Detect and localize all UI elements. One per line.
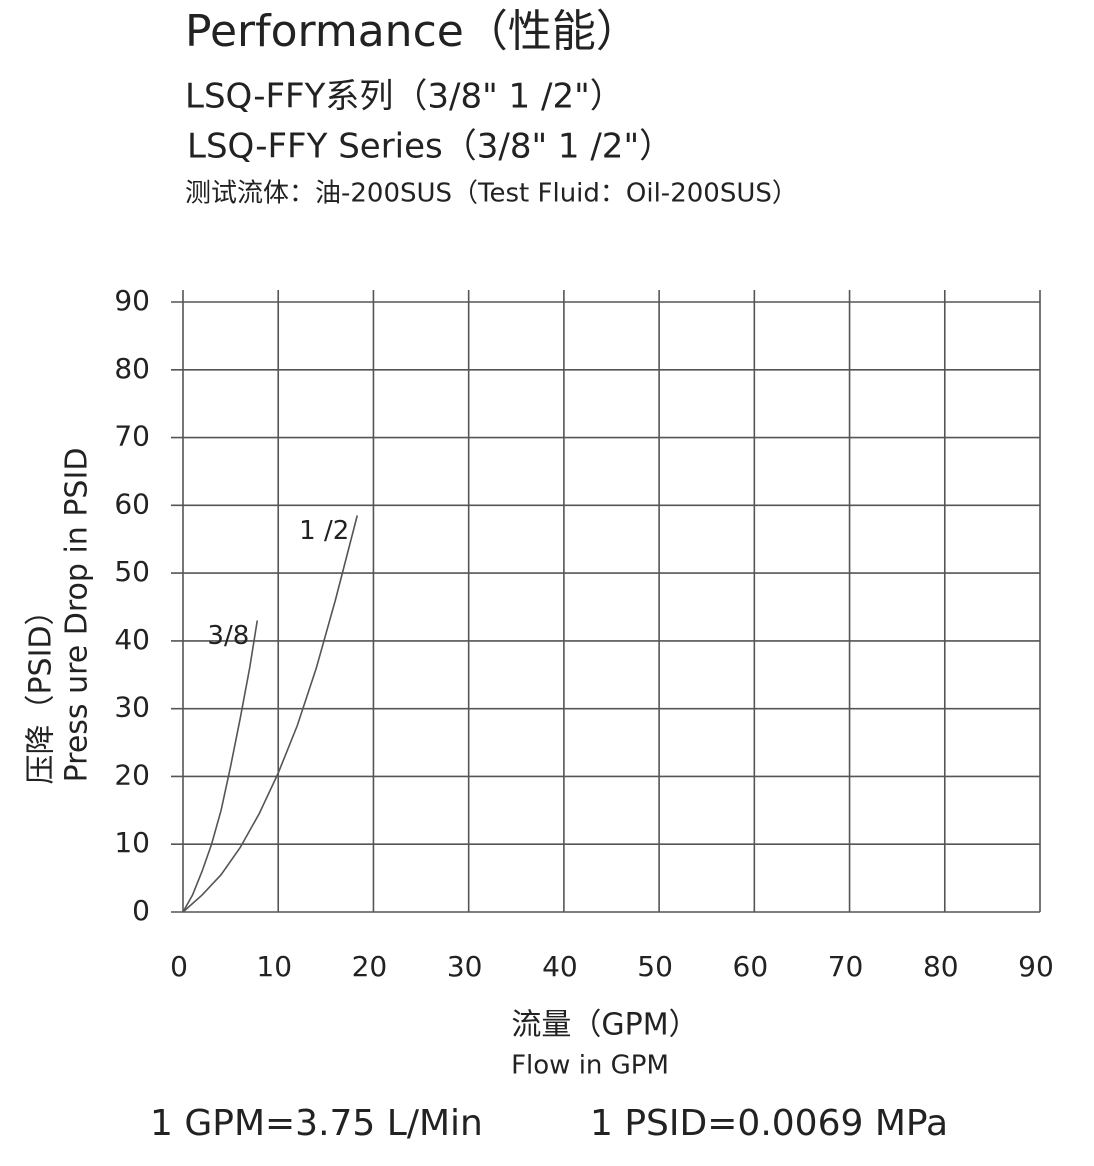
x-tick-label: 50 (637, 950, 673, 983)
x-tick-label: 90 (1018, 950, 1054, 983)
subtitle: LSQ-FFY系列（3/8" 1 /2"） (185, 77, 624, 117)
y-tick-label: 0 (132, 894, 150, 927)
series-line (182, 515, 359, 913)
note: 1 PSID=0.0069 MPa (590, 1103, 948, 1144)
y-tick-label: 90 (114, 284, 150, 317)
x-tick-label: 80 (923, 950, 959, 983)
y-axis-label: Press ure Drop in PSID (60, 448, 95, 783)
y-tick-label: 20 (114, 758, 150, 791)
y-tick-label: 50 (114, 555, 150, 588)
series-line (182, 620, 259, 913)
y-tick-label: 10 (114, 826, 150, 859)
subtitle: 测试流体：油-200SUS（Test Fluid：Oil-200SUS） (185, 179, 798, 209)
subtitle: LSQ-FFY Series（3/8" 1 /2"） (187, 127, 673, 167)
series-label: 1 /2 (299, 516, 349, 546)
x-tick-label: 10 (256, 950, 292, 983)
x-tick-label: 60 (733, 950, 769, 983)
y-tick-label: 30 (114, 691, 150, 724)
y-tick-label: 80 (114, 352, 150, 385)
x-tick-label: 40 (542, 950, 578, 983)
x-tick-label: 30 (447, 950, 483, 983)
x-tick-label: 20 (352, 950, 388, 983)
chart-title: Performance（性能） (185, 6, 640, 57)
y-axis-label: 压降（PSID） (24, 595, 59, 784)
series-label: 3/8 (207, 621, 249, 651)
x-tick-label: 70 (828, 950, 864, 983)
x-axis-label: Flow in GPM (511, 1051, 669, 1081)
y-tick-label: 40 (114, 623, 150, 656)
y-tick-label: 70 (114, 420, 150, 453)
y-tick-label: 60 (114, 487, 150, 520)
x-tick-label: 0 (170, 950, 188, 983)
note: 1 GPM=3.75 L/Min (150, 1103, 483, 1144)
x-axis-label: 流量（GPM） (511, 1008, 698, 1043)
